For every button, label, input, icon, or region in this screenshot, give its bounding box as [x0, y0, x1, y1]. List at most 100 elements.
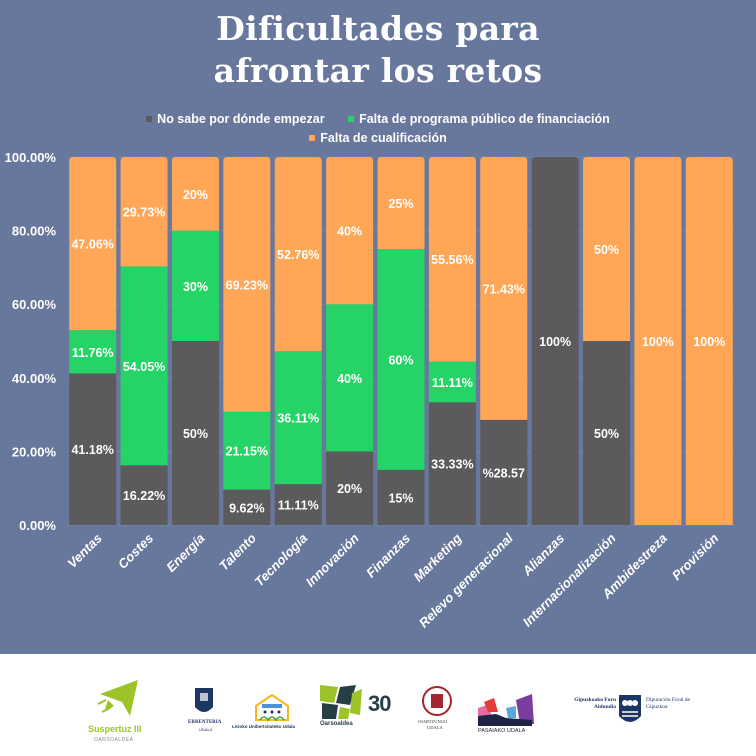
x-tick-label: Talento [216, 530, 259, 573]
legend-item-falta-cualificacion: Falta de cualificación [309, 129, 447, 148]
suspertuz-logo: Suspertuz III OARSOALDEA [88, 680, 148, 744]
bar-segment-energia-no-sabe-por-donde-empezar [171, 341, 219, 525]
data-label: 15% [388, 491, 413, 505]
y-tick-label: 20.00% [12, 444, 57, 459]
bar-segment-finanzas-falta-de-cualificacion [377, 157, 425, 249]
bar-segment-innovacion-falta-de-cualificacion [326, 157, 374, 305]
bar-segment-costes-falta-de-cualificacion [120, 157, 168, 267]
data-label: 16.22% [123, 489, 165, 503]
x-tick-label: Alianzas [519, 531, 568, 580]
bar-segment-internacionalizacion-no-sabe-por-donde-empezar [583, 341, 631, 525]
data-label: 100% [539, 335, 571, 349]
legend-label-no-sabe: No sabe por dónde empezar [157, 112, 325, 126]
data-label: 11.76% [72, 346, 114, 360]
pasaia-name: PASAIAKO UDALA [478, 728, 526, 734]
x-tick-label: Innovación [303, 530, 362, 589]
pasaia-logo: PASAIAKO UDALA [476, 694, 536, 738]
data-label: 55.56% [431, 253, 473, 267]
data-label: 11.11% [278, 499, 319, 513]
legend-item-falta-programa: Falta de programa público de financiació… [348, 110, 610, 129]
data-label: 9.62% [229, 501, 264, 515]
y-tick-label: 0.00% [19, 518, 56, 533]
bar-segment-innovacion-no-sabe-por-donde-empezar [326, 451, 374, 525]
x-tick-label: Finanzas [363, 531, 413, 581]
gipuzkoa-name: Gipuzkoako Foru Aldundia [574, 697, 616, 710]
bar-segment-ventas-falta-de-programa-publico-de-financiacion [69, 330, 117, 374]
oarsoaldea-logo: Oarsoaldea 30 [318, 685, 410, 735]
legend-label-falta-programa: Falta de programa público de financiació… [359, 112, 610, 126]
lezo-house-icon [255, 693, 289, 722]
data-label: 100% [693, 335, 725, 349]
bar-segment-ventas-falta-de-cualificacion [69, 157, 117, 331]
bar-segment-costes-falta-de-programa-publico-de-financiacion [120, 266, 168, 466]
x-tick-label: Tecnología [252, 531, 311, 590]
oarsoaldea-badge: 30 [368, 691, 392, 716]
y-tick-label: 80.00% [12, 224, 57, 239]
bar-segment-finanzas-no-sabe-por-donde-empezar [377, 469, 425, 525]
legend-item-no-sabe: No sabe por dónde empezar [146, 110, 325, 129]
pasaia-shapes-icon [478, 694, 534, 726]
oiartzun-seal-icon [422, 686, 452, 716]
bar-segment-ambidestreza-falta-de-cualificacion [634, 157, 682, 525]
x-tick-label: Ventas [64, 531, 104, 571]
bar-segment-innovacion-falta-de-programa-publico-de-financiacion [326, 304, 374, 452]
lezo-name: Lezoko Unibertsitateko Udala [232, 724, 296, 729]
data-label: 36.11% [277, 412, 319, 426]
oarsoaldea-mosaic-icon [320, 685, 362, 719]
chart-title-line-2: afrontar los retos [213, 51, 543, 90]
legend-swatch-no-sabe [146, 115, 153, 122]
oiartzun-name: OIARTZUNGO [418, 719, 448, 724]
gipuzkoa-shield-icon [619, 695, 641, 722]
data-label: 60% [388, 353, 413, 367]
data-label: 20% [183, 188, 208, 202]
suspertuz-subtitle: OARSOALDEA [94, 737, 134, 743]
bar-segment-provision-falta-de-cualificacion [685, 157, 733, 525]
data-label: 100% [642, 335, 674, 349]
data-label: 54.05% [123, 360, 165, 374]
data-label: 50% [594, 243, 619, 257]
data-label: 41.18% [71, 443, 113, 457]
data-label: 11.11% [432, 376, 473, 390]
data-label: %28.57 [483, 466, 525, 480]
x-tick-label: Marketing [410, 530, 464, 584]
data-label: 71.43% [483, 282, 525, 296]
x-tick-label: Provisión [669, 530, 722, 583]
legend-swatch-falta-cualificacion [309, 134, 316, 141]
x-tick-label: Costes [115, 531, 156, 572]
data-label: 20% [337, 482, 362, 496]
data-label: 40% [337, 225, 362, 239]
bar-segment-alianzas-no-sabe-por-donde-empezar [531, 157, 579, 525]
data-label: 29.73% [123, 206, 165, 220]
bar-segment-energia-falta-de-cualificacion [171, 157, 219, 231]
bar-segment-energia-falta-de-programa-publico-de-financiacion [171, 230, 219, 341]
data-label: 21.15% [226, 445, 268, 459]
bar-segment-costes-no-sabe-por-donde-empezar [120, 465, 168, 525]
legend-label-falta-cualificacion: Falta de cualificación [320, 131, 447, 145]
gipuzkoa-logo: Gipuzkoako Foru Aldundia Diputación Fora… [556, 694, 706, 734]
errenteria-logo: ERRENTERIA UDALA [186, 687, 230, 737]
data-label: 50% [594, 427, 619, 441]
bar-segment-ventas-no-sabe-por-donde-empezar [69, 373, 117, 525]
data-label: 40% [337, 372, 362, 386]
y-tick-label: 40.00% [12, 371, 57, 386]
x-tick-label: Energía [163, 531, 207, 575]
data-label: 25% [388, 197, 413, 211]
errenteria-shield-icon [195, 688, 213, 712]
bar-segment-marketing-falta-de-cualificacion [428, 157, 476, 362]
oiartzun-subtitle: UDALA [427, 725, 443, 730]
bar-segment-talento-falta-de-programa-publico-de-financiacion [223, 411, 271, 490]
chart-title: Dificultades para afrontar los retos [0, 8, 756, 92]
bar-segment-talento-falta-de-cualificacion [223, 157, 271, 412]
bar-segment-tecnologia-falta-de-programa-publico-de-financiacion [274, 351, 322, 485]
suspertuz-name: Suspertuz III [88, 724, 142, 734]
bar-segment-tecnologia-no-sabe-por-donde-empezar [274, 484, 322, 525]
bar-segment-internacionalizacion-falta-de-cualificacion [583, 157, 631, 341]
data-label: 30% [183, 280, 208, 294]
data-label: 47.06% [71, 238, 113, 252]
errenteria-subtitle: UDALA [199, 727, 213, 732]
errenteria-name: ERRENTERIA [188, 720, 222, 725]
oarsoaldea-name: Oarsoaldea [320, 721, 353, 727]
chart-title-line-1: Dificultades para [216, 9, 540, 48]
bar-segment-talento-no-sabe-por-donde-empezar [223, 489, 271, 525]
y-tick-label: 100.00% [5, 150, 57, 165]
